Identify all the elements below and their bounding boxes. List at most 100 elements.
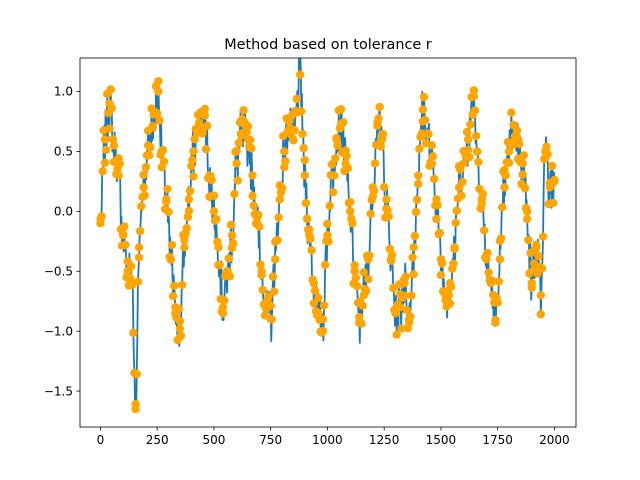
data-point [445,299,455,308]
data-point [358,301,367,311]
data-point-anchor [459,159,468,168]
data-point-anchor [482,255,491,264]
data-point-anchor [545,183,555,192]
data-point [392,330,401,339]
data-point [351,273,361,283]
data-point [420,115,430,125]
data-point-anchor [134,243,144,252]
data-point-anchor [180,243,189,252]
data-point [224,254,233,263]
data-point [135,227,145,236]
data-point-anchor [336,119,346,129]
data-point [366,209,375,219]
data-point-anchor [359,291,368,300]
data-point-anchor [295,70,305,79]
data-point-anchor [157,147,166,156]
data-point [466,120,475,129]
data-point-anchor [522,207,532,216]
data-point [101,145,111,155]
y-tick-label: 1.0 [54,85,73,99]
data-point-anchor [280,147,289,156]
data-point [137,202,146,211]
data-point [300,155,309,165]
data-point [364,274,373,284]
data-point-anchor [189,147,198,156]
data-point [320,260,330,270]
data-point [239,106,248,115]
data-point [129,328,138,338]
data-point [534,251,543,261]
data-point-anchor [232,159,241,168]
data-point [299,144,308,153]
data-point [400,291,409,300]
data-point [328,187,338,197]
data-point-anchor [541,147,550,156]
data-point-anchor [143,141,153,150]
data-point [292,94,301,104]
data-point [258,285,267,295]
data-point-anchor [364,255,373,264]
data-point [484,268,493,277]
data-point [522,214,532,224]
data-point [121,240,130,249]
data-point [189,172,198,181]
data-point [177,280,187,290]
data-point [273,236,282,245]
data-point-anchor [414,171,423,180]
data-point [307,246,316,255]
data-point-anchor [532,243,541,252]
data-point [98,167,107,176]
data-point [493,298,502,307]
data-point [456,165,465,174]
data-point [188,155,197,165]
data-point [209,191,219,200]
data-point-anchor [284,117,294,126]
y-tick-label: −1.0 [44,324,73,338]
data-point [549,198,558,208]
data-point-anchor [404,314,414,324]
y-tick-label: 0.0 [54,205,73,219]
data-point [140,191,149,200]
data-point [348,219,357,228]
data-point [184,206,194,216]
data-point [419,92,429,102]
data-point-anchor [355,318,364,327]
data-point [538,232,548,241]
data-point [427,141,437,150]
x-tick-label: 1000 [312,433,343,447]
data-point-anchor [527,279,536,288]
data-point-anchor [114,171,123,180]
data-point [233,176,242,185]
data-point-anchor [105,99,114,108]
data-point [314,293,323,303]
data-point [182,224,191,233]
data-point-anchor [227,231,237,240]
data-point [305,225,314,234]
data-point [375,102,384,112]
data-point [269,287,279,296]
data-point [494,277,504,286]
data-point-anchor [427,159,437,168]
x-tick-label: 2000 [539,433,570,447]
data-point [319,301,329,310]
data-point [100,158,110,167]
data-point [232,146,241,156]
data-point [436,270,446,280]
data-point-anchor [300,171,309,180]
data-point [218,309,228,318]
data-point-anchor [314,308,323,318]
data-point [336,105,346,114]
data-point [201,144,211,154]
data-point [524,235,533,245]
data-point-anchor [377,135,387,144]
data-point [411,207,421,217]
data-point-anchor [500,183,509,192]
data-point-anchor [128,279,137,288]
data-point-anchor [513,135,523,144]
data-point-anchor [373,118,382,127]
data-point [152,109,162,118]
y-tick-label: −0.5 [44,264,73,278]
data-point [407,291,416,300]
x-tick-label: 0 [97,433,105,447]
data-point-anchor [275,195,284,204]
